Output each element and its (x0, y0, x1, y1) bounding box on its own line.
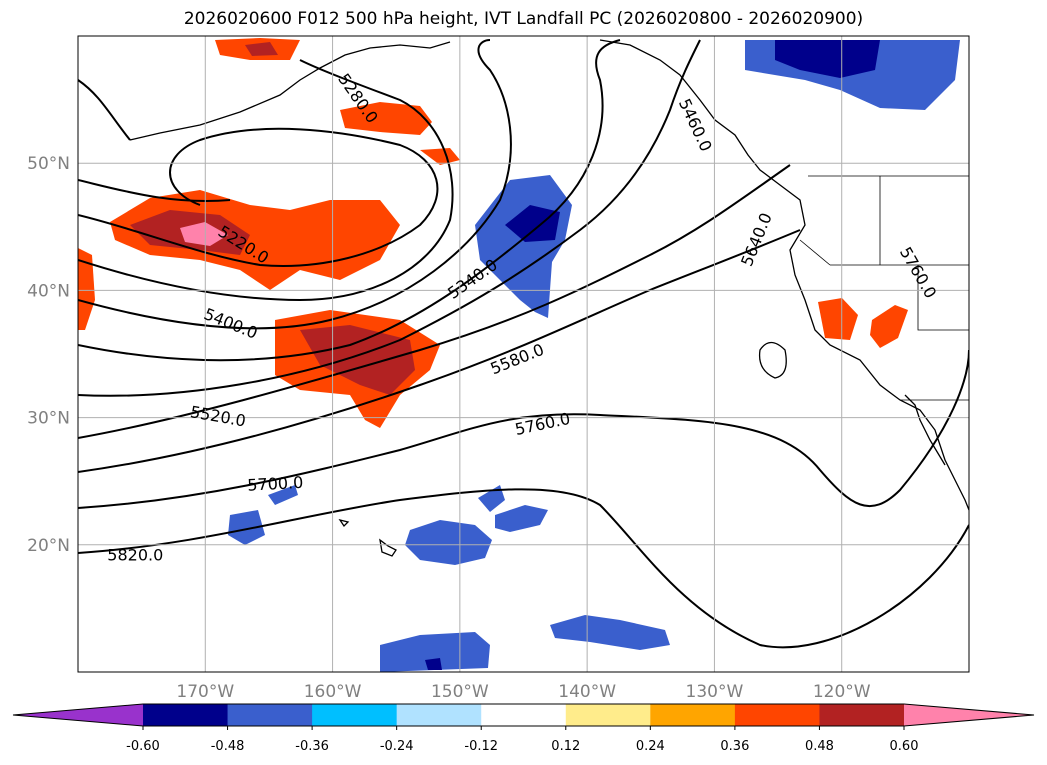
colorbar-tick-label: -0.48 (211, 739, 245, 754)
colorbar-segment (396, 704, 482, 726)
lon-tick-label: 130°W (686, 682, 744, 702)
contour-label: 5820.0 (107, 545, 163, 564)
contour-label: 5700.0 (247, 473, 304, 495)
map-panel (78, 36, 969, 672)
colorbar-tick-label: -0.24 (380, 739, 414, 754)
colorbar-segment (650, 704, 736, 726)
colorbar: -0.60 -0.48 -0.36 -0.24 -0.12 0.12 0.24 0.36 0.4… (12, 703, 1035, 754)
colorbar-over-extension (904, 704, 1034, 726)
colorbar-segment (481, 704, 567, 726)
lon-tick-label: 150°W (431, 682, 489, 702)
colorbar-tick-label: 0.24 (636, 739, 665, 754)
gridlines (78, 36, 969, 672)
colorbar-tick-label: -0.36 (295, 739, 329, 754)
political-borders (799, 175, 969, 401)
coastlines (129, 39, 969, 557)
latitude-labels: 20°N 30°N 40°N 50°N (27, 154, 70, 556)
colorbar-segment (143, 704, 229, 726)
map-title: 2026020600 F012 500 hPa height, IVT Land… (183, 9, 864, 29)
colorbar-segment (734, 704, 820, 726)
colorbar-segment (819, 704, 905, 726)
map-frame (77, 35, 970, 673)
lon-tick-label: 120°W (813, 682, 871, 702)
colorbar-tick-label: -0.12 (464, 739, 498, 754)
colorbar-tick-label: -0.60 (126, 739, 160, 754)
lat-tick-label: 20°N (27, 536, 70, 556)
longitude-labels: 170°W 160°W 150°W 140°W 130°W 120°W (176, 682, 870, 702)
colorbar-tick-label: 0.48 (805, 739, 834, 754)
lat-tick-label: 40°N (27, 281, 70, 301)
lon-tick-label: 160°W (304, 682, 362, 702)
colorbar-tick-label: 0.60 (890, 739, 919, 754)
lat-tick-label: 30°N (27, 409, 70, 429)
colorbar-tick-label: 0.12 (551, 739, 580, 754)
colorbar-tick-label: 0.36 (720, 739, 749, 754)
lon-tick-label: 140°W (558, 682, 616, 702)
ivt-shading (78, 38, 960, 672)
lon-tick-label: 170°W (176, 682, 234, 702)
colorbar-segment (565, 704, 651, 726)
colorbar-segment (312, 704, 398, 726)
colorbar-under-extension (13, 704, 143, 726)
colorbar-segment (227, 704, 313, 726)
lat-tick-label: 50°N (27, 154, 70, 174)
